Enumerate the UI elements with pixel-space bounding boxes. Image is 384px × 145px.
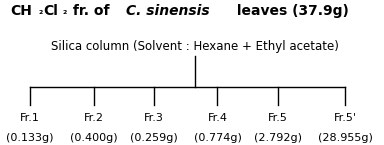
Text: (0.133g): (0.133g) [6, 133, 53, 143]
Text: CH: CH [11, 4, 33, 18]
Text: ₂: ₂ [38, 6, 43, 16]
Text: Fr.5': Fr.5' [334, 113, 357, 123]
Text: leaves (37.9g): leaves (37.9g) [232, 4, 349, 18]
Text: (0.774g): (0.774g) [194, 133, 242, 143]
Text: Fr.2: Fr.2 [84, 113, 104, 123]
Text: (28.955g): (28.955g) [318, 133, 372, 143]
Text: fr. of: fr. of [68, 4, 114, 18]
Text: (0.259g): (0.259g) [130, 133, 177, 143]
Text: Fr.3: Fr.3 [144, 113, 164, 123]
Text: Fr.1: Fr.1 [20, 113, 40, 123]
Text: ₂: ₂ [63, 6, 67, 16]
Text: Cl: Cl [44, 4, 58, 18]
Text: Fr.4: Fr.4 [207, 113, 227, 123]
Text: Fr.5: Fr.5 [268, 113, 288, 123]
Text: (2.792g): (2.792g) [253, 133, 301, 143]
Text: (0.400g): (0.400g) [70, 133, 118, 143]
Text: Silica column (Solvent : Hexane + Ethyl acetate): Silica column (Solvent : Hexane + Ethyl … [51, 40, 339, 53]
Text: C. sinensis: C. sinensis [126, 4, 210, 18]
